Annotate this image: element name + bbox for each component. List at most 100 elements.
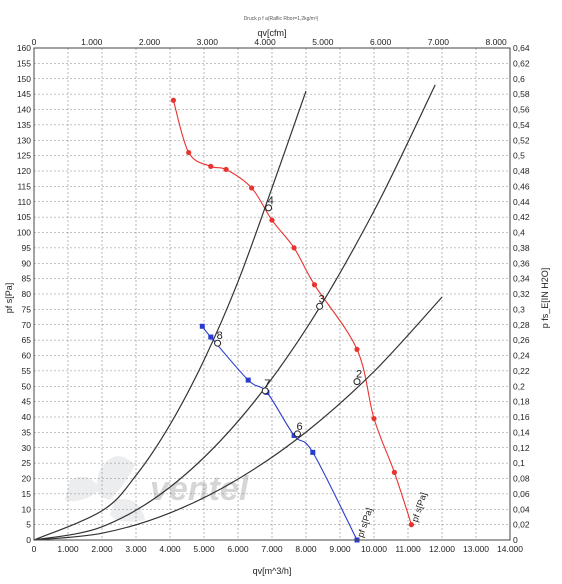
- y-right-tick-label: 0,14: [513, 427, 530, 437]
- red-data-point: [354, 346, 360, 352]
- blue-data-point: [199, 323, 205, 329]
- ventel-watermark-logo: ventel: [65, 456, 250, 522]
- y-left-tick-label: 30: [22, 443, 32, 453]
- x-bottom-tick-label: 11.000: [395, 544, 421, 554]
- y-right-tick-label: 0,2: [513, 381, 525, 391]
- y-right-tick-label: 0,36: [513, 258, 530, 268]
- y-right-tick-label: 0,5: [513, 151, 525, 161]
- y-right-tick-label: 0,16: [513, 412, 530, 422]
- y-right-tick-label: 0,3: [513, 304, 525, 314]
- operating-point-marker: [353, 378, 361, 386]
- y-right-tick-label: 0,56: [513, 105, 530, 115]
- y-left-tick-label: 45: [22, 397, 32, 407]
- x-top-tick-label: 4.000: [254, 37, 276, 47]
- x-bottom-tick-label: 3.000: [125, 544, 147, 554]
- y-right-tick-label: 0,6: [513, 74, 525, 84]
- x-bottom-tick-label: 4.000: [159, 544, 181, 554]
- y-left-tick-label: 135: [17, 120, 31, 130]
- x-bottom-tick-label: 10.000: [361, 544, 387, 554]
- y-right-tick-label: 0,32: [513, 289, 530, 299]
- x-bottom-tick-label: 2.000: [91, 544, 113, 554]
- y-left-tick-label: 15: [22, 489, 32, 499]
- right-axis-title: p fs_E[IN H2O]: [540, 268, 550, 329]
- y-left-tick-label: 150: [17, 74, 31, 84]
- y-left-tick-label: 75: [22, 304, 32, 314]
- x-bottom-tick-label: 5.000: [193, 544, 215, 554]
- blue-data-point: [310, 449, 316, 455]
- series-name-label: pf s[Pa]: [410, 491, 429, 523]
- y-left-tick-label: 40: [22, 412, 32, 422]
- y-left-tick-label: 155: [17, 58, 31, 68]
- x-top-tick-label: 8.000: [485, 37, 507, 47]
- x-top-tick-label: 6.000: [370, 37, 392, 47]
- blue-data-point: [291, 432, 297, 438]
- y-left-tick-label: 70: [22, 320, 32, 330]
- x-bottom-tick-label: 12.000: [429, 544, 455, 554]
- y-left-tick-label: 50: [22, 381, 32, 391]
- red-pressure-curve: [172, 100, 412, 525]
- red-data-point: [170, 97, 176, 103]
- x-top-tick-label: 3.000: [197, 37, 219, 47]
- y-left-tick-label: 105: [17, 212, 31, 222]
- y-left-tick-label: 125: [17, 151, 31, 161]
- y-right-tick-label: 0,22: [513, 366, 530, 376]
- x-bottom-tick-label: 0: [32, 544, 37, 554]
- x-top-tick-label: 5.000: [312, 37, 334, 47]
- y-left-tick-label: 95: [22, 243, 32, 253]
- operating-point-marker: [294, 430, 301, 438]
- y-right-tick-label: 0,42: [513, 212, 530, 222]
- operating-point-label: 4: [268, 195, 274, 207]
- y-left-tick-label: 35: [22, 427, 32, 437]
- y-left-tick-label: 100: [17, 228, 31, 238]
- y-right-tick-label: 0,46: [513, 181, 530, 191]
- red-data-point: [311, 282, 318, 288]
- chart-title: Druck p f a(Raflic Rbor=1,2kg/m³): [244, 16, 319, 22]
- y-right-tick-label: 0,34: [513, 274, 530, 284]
- x-top-tick-label: 2.000: [139, 37, 161, 47]
- x-top-tick-label: 0: [32, 37, 37, 47]
- y-right-tick-label: 0,18: [513, 397, 530, 407]
- y-right-tick-label: 0,54: [513, 120, 530, 130]
- operating-point-label: 3: [319, 293, 325, 305]
- x-bottom-tick-label: 1.000: [57, 544, 79, 554]
- y-left-tick-label: 120: [17, 166, 31, 176]
- operating-point-label: 7: [264, 378, 270, 390]
- plot-frame: [33, 47, 511, 541]
- operating-point-marker: [265, 204, 273, 212]
- operating-point-marker: [316, 302, 324, 310]
- y-left-tick-label: 20: [22, 474, 32, 484]
- red-data-point: [391, 469, 397, 475]
- operating-point-marker: [261, 387, 269, 395]
- x-bottom-tick-label: 9.000: [329, 544, 351, 554]
- y-left-tick-label: 110: [17, 197, 31, 207]
- y-left-tick-label: 130: [17, 135, 31, 145]
- system-resistance-curve: [33, 84, 436, 541]
- blue-data-point: [208, 334, 214, 340]
- operating-point-label: 2: [356, 369, 362, 381]
- x-bottom-tick-label: 13.000: [463, 544, 489, 554]
- y-right-tick-label: 0,08: [513, 474, 530, 484]
- y-left-tick-label: 25: [22, 458, 32, 468]
- y-right-tick-label: 0: [513, 535, 518, 545]
- y-left-tick-label: 10: [22, 504, 32, 514]
- system-resistance-curve: [33, 90, 307, 541]
- y-left-tick-label: 0: [26, 535, 31, 545]
- y-right-tick-label: 0,64: [513, 43, 530, 53]
- system-resistance-curve: [33, 296, 443, 541]
- top-axis-title: qv[cfm]: [257, 28, 286, 38]
- red-data-point: [186, 149, 192, 156]
- x-bottom-tick-label: 8.000: [295, 544, 317, 554]
- y-right-tick-label: 0,52: [513, 135, 530, 145]
- red-data-point: [291, 245, 297, 251]
- left-axis-title: pf s[Pa]: [4, 283, 14, 314]
- y-left-tick-label: 85: [22, 274, 32, 284]
- red-data-point: [269, 217, 275, 223]
- red-data-point: [208, 163, 214, 169]
- red-data-point: [371, 415, 377, 422]
- operating-point-label: 8: [217, 330, 223, 342]
- y-left-tick-label: 160: [17, 43, 31, 53]
- y-right-tick-label: 0,28: [513, 320, 530, 330]
- red-data-point: [249, 185, 255, 191]
- y-right-tick-label: 0,58: [513, 89, 530, 99]
